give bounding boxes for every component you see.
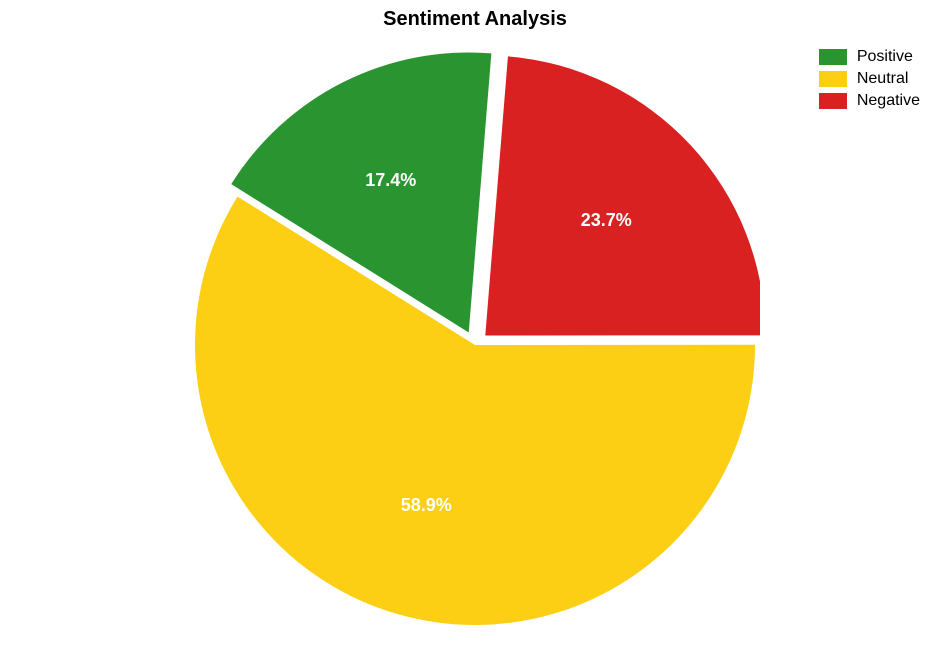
legend-label-negative: Negative: [857, 92, 920, 110]
sentiment-pie-chart: Sentiment Analysis Positive Neutral Nega…: [0, 0, 950, 662]
legend-item-negative: Negative: [819, 92, 920, 110]
legend-label-positive: Positive: [857, 48, 913, 66]
slice-label-negative: 23.7%: [581, 210, 632, 231]
legend: Positive Neutral Negative: [819, 48, 920, 114]
slice-label-neutral: 58.9%: [401, 495, 452, 516]
pie-svg: [190, 50, 760, 650]
legend-swatch-neutral: [819, 71, 847, 87]
legend-swatch-negative: [819, 93, 847, 109]
legend-label-neutral: Neutral: [857, 70, 909, 88]
slice-negative: [485, 56, 760, 335]
slice-label-positive: 17.4%: [365, 170, 416, 191]
legend-item-neutral: Neutral: [819, 70, 920, 88]
chart-title: Sentiment Analysis: [0, 8, 950, 31]
legend-swatch-positive: [819, 49, 847, 65]
legend-item-positive: Positive: [819, 48, 920, 66]
